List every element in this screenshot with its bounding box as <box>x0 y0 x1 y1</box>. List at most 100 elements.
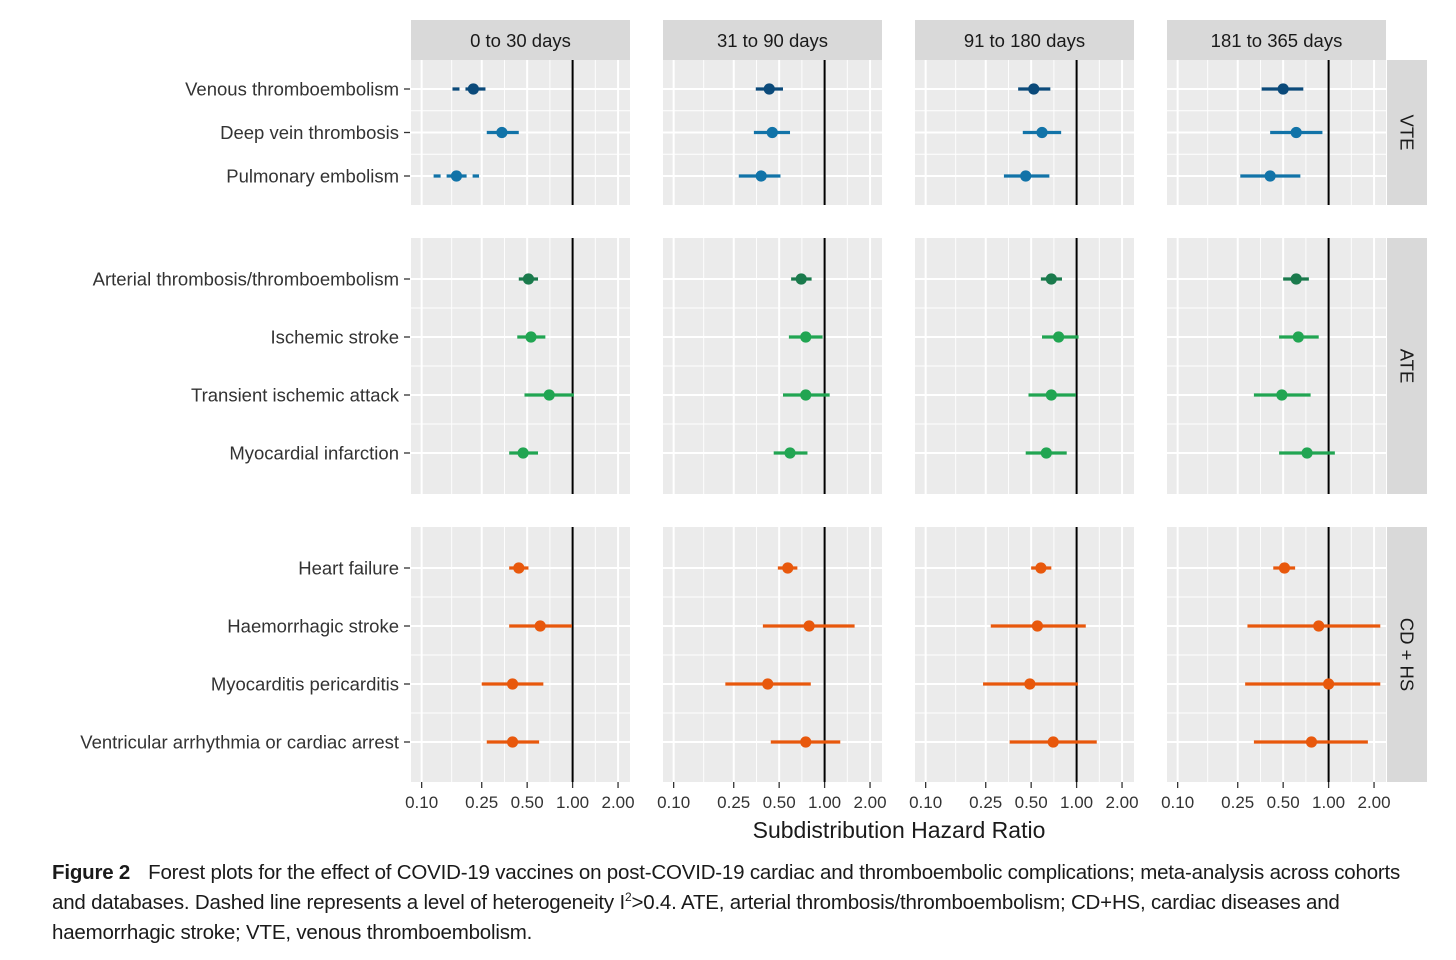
forest-panel <box>915 527 1134 782</box>
point-estimate <box>755 170 767 182</box>
period-strip <box>663 20 882 60</box>
point-estimate <box>1047 736 1059 748</box>
point-estimate <box>450 170 463 182</box>
outcome-label: Myocarditis pericarditis <box>211 674 399 695</box>
x-tick-label: 0.10 <box>1161 793 1194 812</box>
forest-panel <box>915 238 1134 494</box>
caption-text-2: >0.4. ATE, arterial thrombosis/thromboem… <box>52 891 1340 944</box>
period-label: 31 to 90 days <box>717 30 828 51</box>
outcome-label: Ischemic stroke <box>270 327 399 348</box>
figure-label: Figure 2 <box>52 861 131 884</box>
x-tick-label: 1.00 <box>1060 793 1093 812</box>
x-tick-label: 0.25 <box>465 793 498 812</box>
forest-panel <box>915 60 1134 205</box>
caption-text-1: Forest plots for the effect of COVID-19 … <box>52 861 1401 914</box>
point-estimate <box>506 736 519 748</box>
point-estimate <box>1020 170 1032 182</box>
x-tick-label: 1.00 <box>808 793 841 812</box>
period-label: 91 to 180 days <box>964 30 1085 51</box>
group-strip <box>1387 60 1427 205</box>
forest-panel <box>1167 60 1386 205</box>
panel-background <box>915 527 1134 782</box>
x-tick-label: 0.25 <box>717 793 750 812</box>
x-tick-label: 0.50 <box>763 793 796 812</box>
forest-panel <box>663 238 882 494</box>
group-strip <box>1387 238 1427 494</box>
outcome-label: Transient ischemic attack <box>191 385 400 406</box>
x-tick-label: 0.25 <box>969 793 1002 812</box>
group-label: VTE <box>1397 115 1418 151</box>
panel-background <box>663 527 882 782</box>
x-tick-label: 1.00 <box>1312 793 1345 812</box>
outcome-label: Ventricular arrhythmia or cardiac arrest <box>80 732 399 753</box>
point-estimate <box>543 389 555 401</box>
x-tick-label: 0.10 <box>405 793 438 812</box>
x-tick-label: 2.00 <box>602 793 635 812</box>
period-strip <box>1167 20 1386 60</box>
forest-panel <box>1167 238 1386 494</box>
point-estimate <box>1305 736 1318 748</box>
panel-background <box>1167 527 1386 782</box>
point-estimate <box>1276 389 1288 401</box>
forest-plot-svg: 0 to 30 days 31 to 90 days 91 to 180 days 1… <box>80 20 1427 843</box>
point-estimate <box>1264 170 1276 182</box>
group-strip <box>1387 527 1427 782</box>
period-strip <box>915 20 1134 60</box>
outcome-label: Pulmonary embolism <box>226 166 399 187</box>
point-estimate <box>762 678 774 690</box>
caption-superscript: 2 <box>624 890 632 905</box>
point-estimate <box>1313 620 1325 632</box>
point-estimate <box>1031 620 1044 632</box>
forest-panel <box>663 527 882 782</box>
outcome-label: Deep vein thrombosis <box>220 122 399 143</box>
point-estimate <box>782 562 794 574</box>
point-estimate <box>1290 273 1302 285</box>
outcome-label: Heart failure <box>298 558 399 579</box>
point-estimate <box>1045 389 1057 401</box>
point-estimate <box>496 126 508 139</box>
point-estimate <box>1040 447 1052 459</box>
point-estimate <box>1028 83 1040 95</box>
outcome-label: Haemorrhagic stroke <box>227 616 399 637</box>
point-estimate <box>763 83 775 95</box>
forest-panel <box>411 238 630 494</box>
point-estimate <box>506 678 519 690</box>
point-estimate <box>517 447 529 459</box>
point-estimate <box>513 562 525 574</box>
point-estimate <box>525 331 537 343</box>
point-estimate <box>795 273 807 285</box>
point-estimate <box>1024 678 1036 690</box>
forest-panel <box>411 527 630 782</box>
point-estimate <box>522 273 535 285</box>
point-estimate <box>1278 562 1291 574</box>
x-tick-label: 0.10 <box>909 793 942 812</box>
x-tick-label: 2.00 <box>854 793 887 812</box>
point-estimate <box>1292 331 1304 343</box>
point-estimate <box>784 447 796 459</box>
figure-caption: Figure 2 Forest plots for the effect of C… <box>52 858 1422 948</box>
x-axis-title: Subdistribution Hazard Ratio <box>753 817 1046 843</box>
group-label: ATE <box>1397 349 1418 384</box>
point-estimate <box>803 620 815 632</box>
point-estimate <box>534 620 546 632</box>
point-estimate <box>766 126 778 139</box>
point-estimate <box>800 389 812 401</box>
point-estimate <box>800 331 812 343</box>
period-label: 0 to 30 days <box>470 30 571 51</box>
point-estimate <box>800 736 812 748</box>
forest-panel <box>411 60 630 205</box>
x-tick-label: 0.10 <box>657 793 690 812</box>
outcome-label: Venous thromboembolism <box>185 79 399 100</box>
point-estimate <box>1045 273 1057 285</box>
group-label: CD + HS <box>1397 618 1418 692</box>
point-estimate <box>1035 562 1047 574</box>
forest-panel <box>663 60 882 205</box>
x-tick-label: 0.50 <box>1267 793 1300 812</box>
point-estimate <box>1290 126 1302 139</box>
x-tick-label: 0.25 <box>1221 793 1254 812</box>
x-tick-label: 0.50 <box>1015 793 1048 812</box>
point-estimate <box>1036 126 1048 139</box>
point-estimate <box>1323 678 1335 690</box>
period-label: 181 to 365 days <box>1211 30 1343 51</box>
